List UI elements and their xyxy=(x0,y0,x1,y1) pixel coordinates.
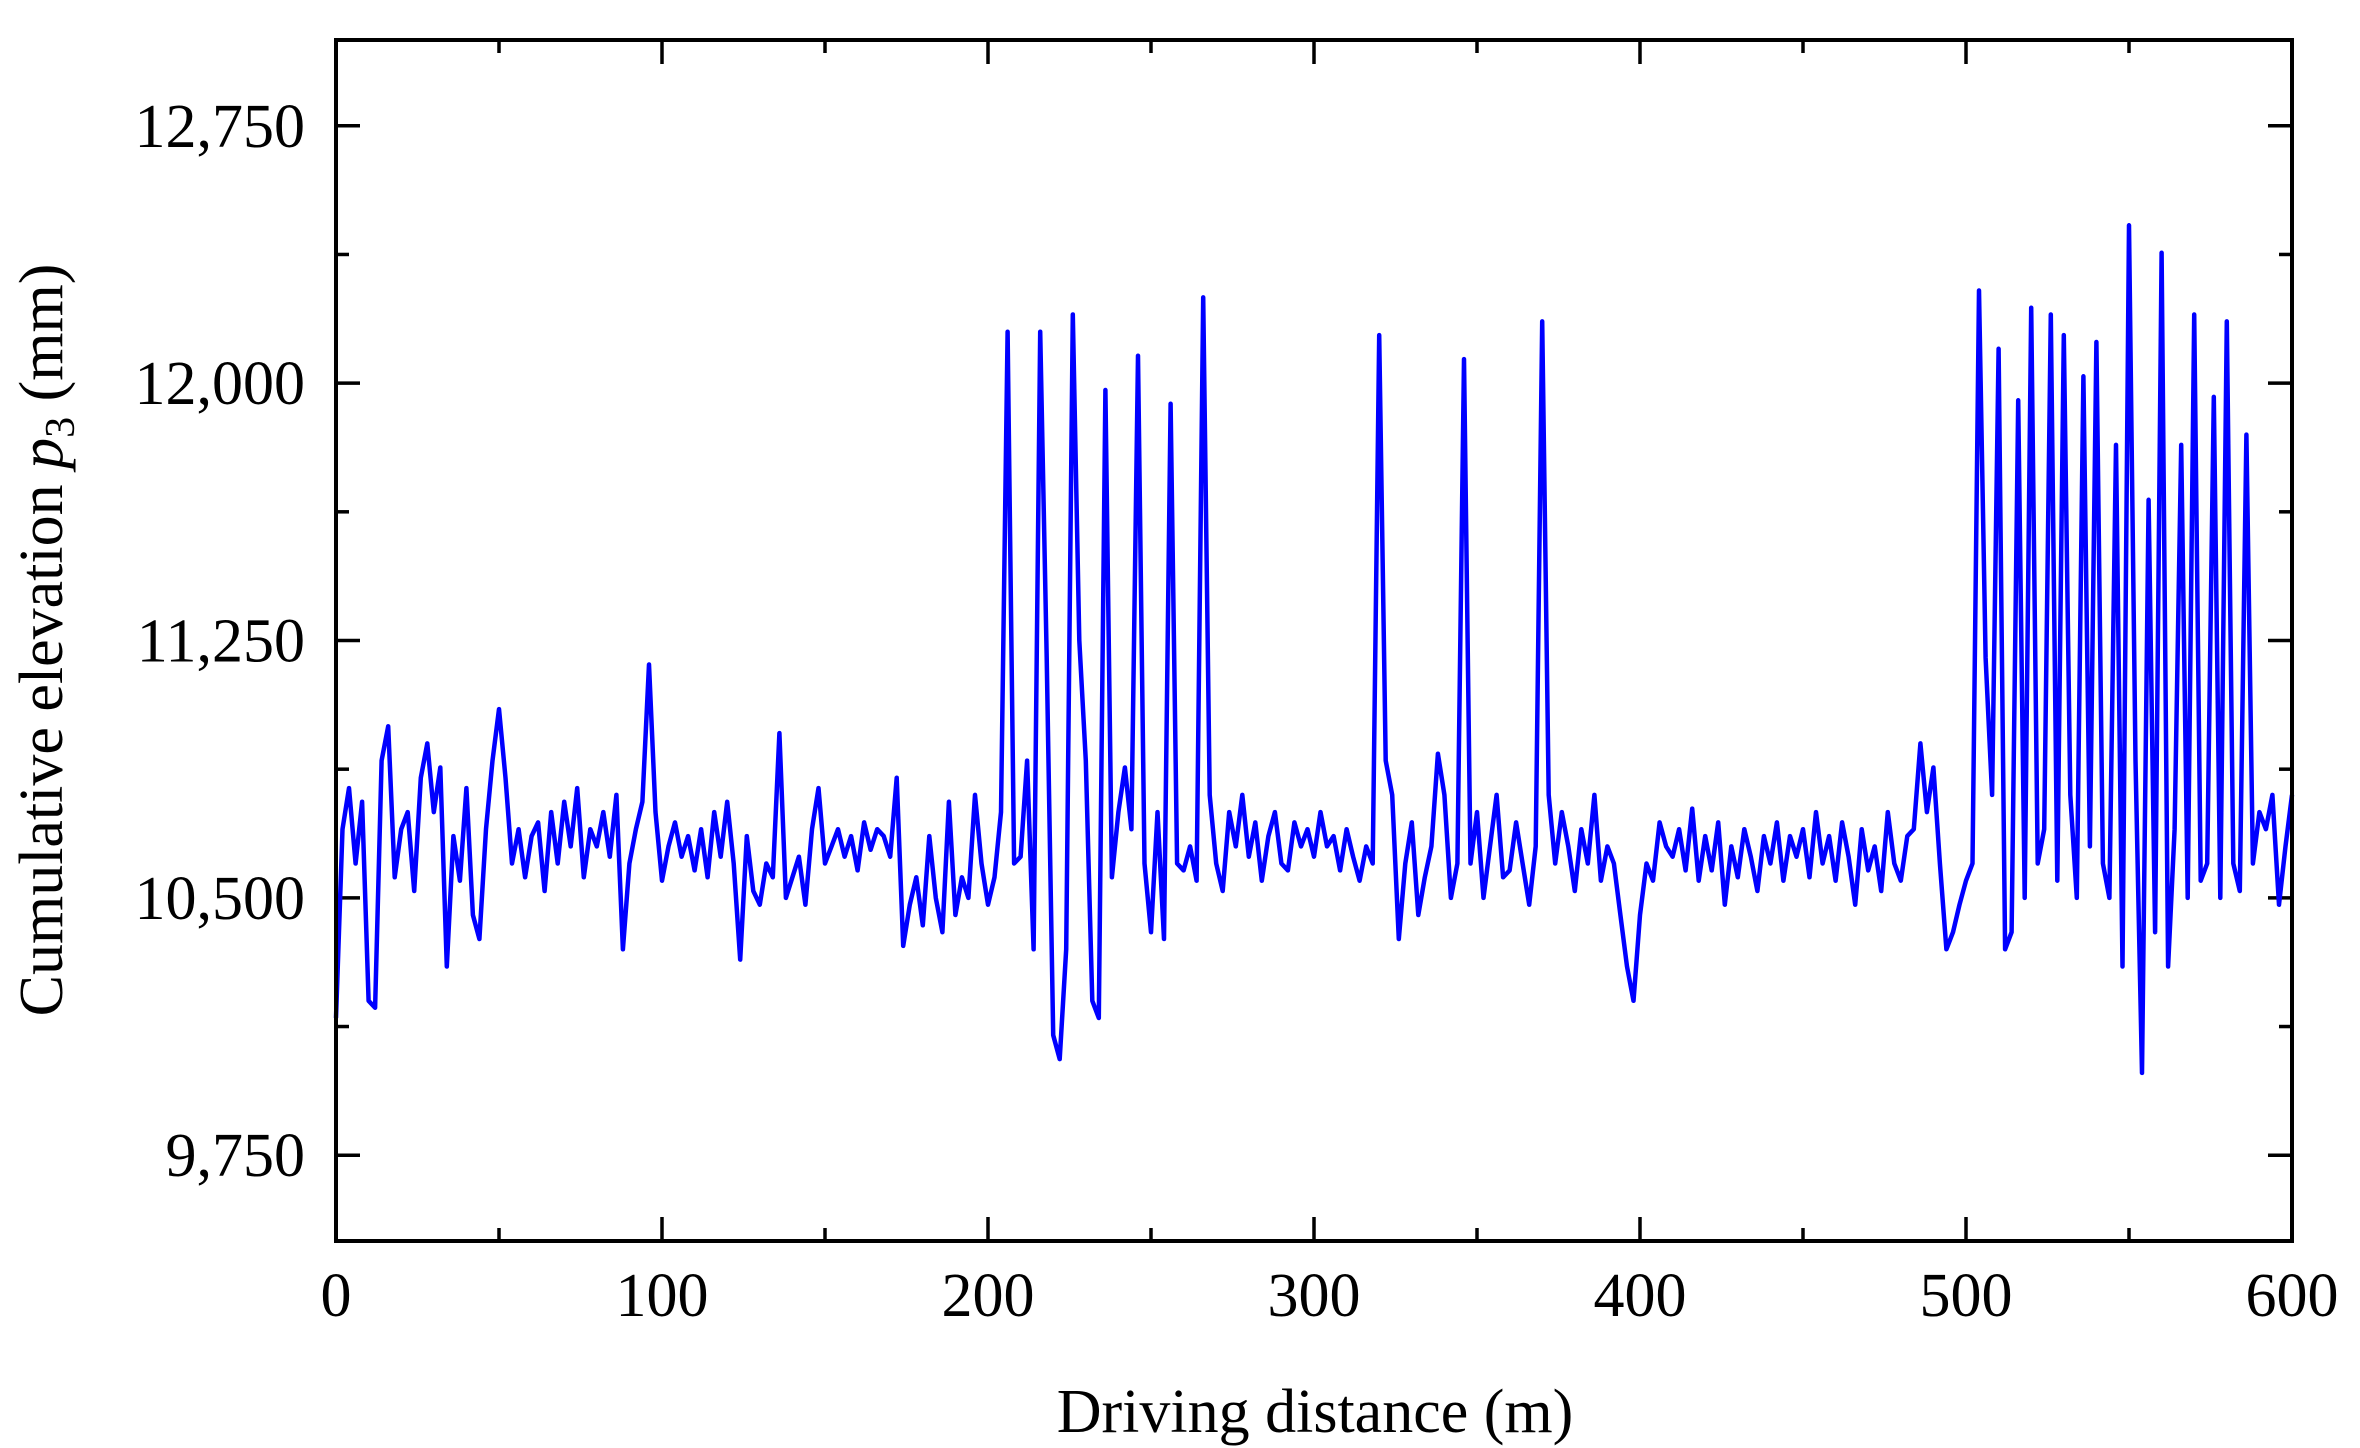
x-tick-label: 300 xyxy=(1268,1262,1361,1330)
y-tick-label: 12,000 xyxy=(135,350,306,418)
y-axis-title-symbol: p xyxy=(8,438,76,473)
y-axis-title-unit xyxy=(8,401,76,417)
y-tick-label: 10,500 xyxy=(135,865,306,933)
x-axis-title: Driving distance (m) xyxy=(1057,1378,1574,1446)
y-axis-title-subscript: 3 xyxy=(38,417,84,438)
x-tick-label: 600 xyxy=(2246,1262,2339,1330)
x-tick-label: 100 xyxy=(616,1262,709,1330)
plot-frame xyxy=(334,38,2294,1243)
data-line xyxy=(333,223,2295,1076)
y-axis-title-text: Cumulative elevation xyxy=(8,484,76,1016)
y-tick-label: 11,250 xyxy=(137,608,305,676)
x-tick-label: 400 xyxy=(1594,1262,1687,1330)
y-axis-title: Cumulative elevation p3 (mm) xyxy=(8,264,84,1017)
y-tick-label: 9,750 xyxy=(166,1122,306,1190)
x-tick-label: 200 xyxy=(942,1262,1035,1330)
x-tick-label: 0 xyxy=(321,1262,352,1330)
x-tick-label: 500 xyxy=(1920,1262,2013,1330)
y-axis-title-unit: (mm) xyxy=(8,264,76,402)
y-tick-label: 12,750 xyxy=(135,93,306,161)
